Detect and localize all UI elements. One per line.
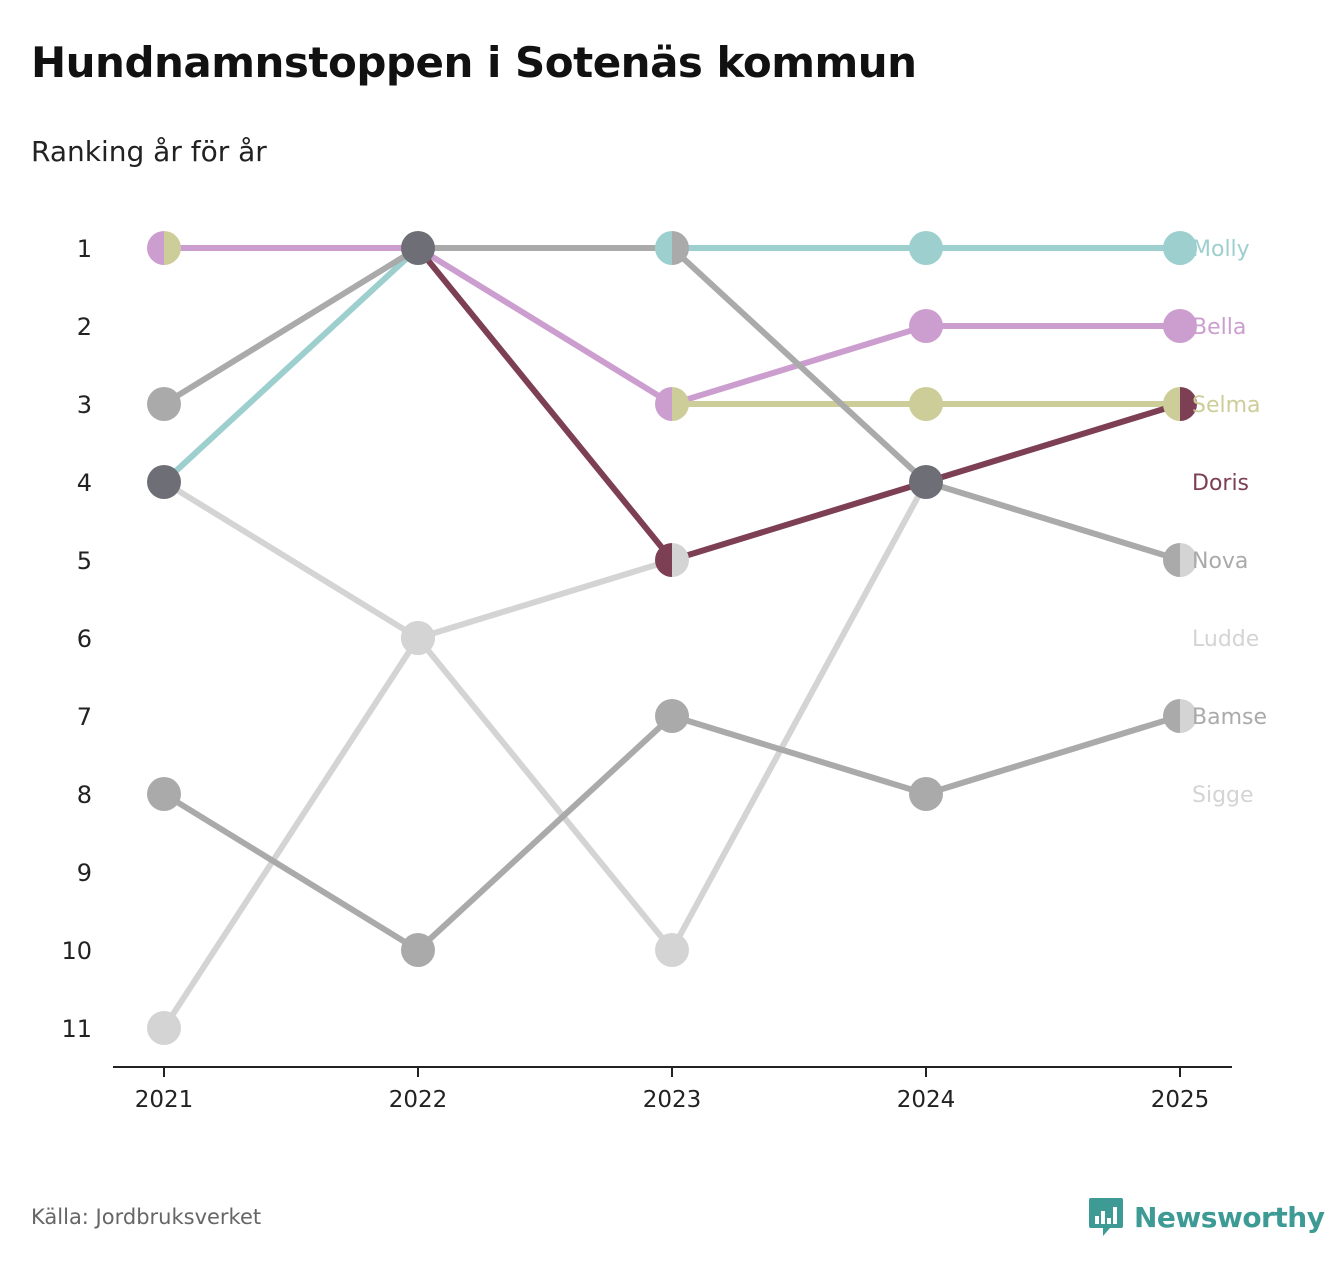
point-molly-2025 [1163,231,1197,265]
split-point-2023-3 [655,387,689,421]
end-label-bella: Bella [1192,315,1246,340]
split-point-left-half [147,231,164,265]
y-tick-label: 1 [77,235,92,263]
point-ludde-2023 [655,933,689,967]
y-tick-label: 2 [77,313,92,341]
end-label-selma: Selma [1192,393,1261,418]
brand-logo: Newsworthy [1088,1196,1325,1238]
split-point-left-half [655,543,672,577]
series-end-labels: Molly Bella Selma Doris Nova Ludde Bamse Sigge [1192,237,1267,808]
y-tick-label: 9 [77,859,92,887]
point-sigge-2021 [147,1011,181,1045]
split-point-2025-5 [1163,543,1197,577]
point-nova-2021 [147,387,181,421]
end-label-bamse: Bamse [1192,705,1267,730]
x-tick-label: 2024 [897,1087,956,1113]
split-point-left-half [1163,543,1180,577]
y-tick-label: 7 [77,703,92,731]
point-bella-2024 [909,309,943,343]
split-point-2023-1 [655,231,689,265]
x-tick-label: 2023 [643,1087,702,1113]
y-tick-label: 5 [77,547,92,575]
series-line-bamse [161,713,1183,953]
tie-point-2021-4 [147,465,181,499]
point-bamse-2024 [909,777,943,811]
chart-subtitle: Ranking år för år [31,135,267,168]
brand-name: Newsworthy [1134,1200,1325,1234]
end-label-ludde: Ludde [1192,627,1259,652]
split-point-2023-5 [655,543,689,577]
x-tick-label: 2022 [389,1087,448,1113]
split-point-right-half [672,231,689,265]
source-note: Källa: Jordbruksverket [31,1205,262,1229]
point-selma-2024 [909,387,943,421]
end-label-sigge: Sigge [1192,783,1254,808]
point-molly-2024 [909,231,943,265]
y-tick-label: 3 [77,391,92,419]
point-bamse-2022 [401,933,435,967]
split-point-2021-1 [147,231,181,265]
split-point-right-half [164,231,181,265]
split-point-left-half [655,231,672,265]
series-line-bella [161,245,1183,407]
x-tick-label: 2021 [135,1087,194,1113]
series-line-doris [415,245,1183,563]
data-markers [147,231,1197,1045]
split-point-right-half [672,543,689,577]
split-point-right-half [1180,543,1197,577]
bar-chart-speech-icon [1089,1198,1123,1236]
tie-point-2022-1 [401,231,435,265]
x-tick-label: 2025 [1151,1087,1210,1113]
y-tick-label: 4 [77,469,92,497]
point-bamse-2023 [655,699,689,733]
y-tick-label: 10 [61,937,92,965]
chart-title: Hundnamnstoppen i Sotenäs kommun [31,38,917,87]
split-point-left-half [655,387,672,421]
split-point-2025-3 [1163,387,1197,421]
end-label-nova: Nova [1192,549,1248,574]
axes: 1 2 3 4 5 6 7 8 9 10 11 2021 2022 2023 2024 2025 [61,235,1232,1113]
y-tick-label: 8 [77,781,92,809]
series-lines [161,245,1183,1031]
point-sigge-2022 [401,621,435,655]
end-label-doris: Doris [1192,471,1249,496]
tie-point-2024-4 [909,465,943,499]
series-line-molly [161,245,1183,485]
split-point-right-half [1180,387,1197,421]
point-bamse-2021 [147,777,181,811]
y-tick-label: 6 [77,625,92,653]
end-label-molly: Molly [1192,237,1250,262]
point-bella-2025 [1163,309,1197,343]
series-line-ludde [161,479,929,953]
split-point-left-half [1163,699,1180,733]
split-point-right-half [672,387,689,421]
split-point-2025-7 [1163,699,1197,733]
y-tick-label: 11 [61,1015,92,1043]
split-point-right-half [1180,699,1197,733]
split-point-left-half [1163,387,1180,421]
